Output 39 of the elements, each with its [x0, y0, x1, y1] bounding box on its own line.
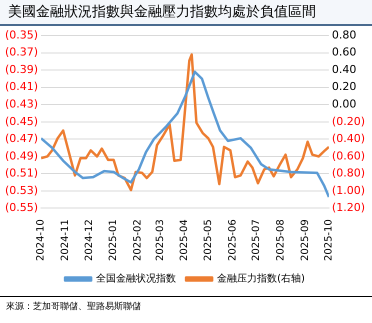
- x-tick-label: 2025-02: [132, 219, 144, 262]
- y-tick-label: (0.55): [4, 201, 38, 214]
- y2-tick-label: 0.00: [332, 98, 356, 111]
- y2-tick-label: 0.40: [332, 62, 356, 76]
- y2-tick-label: 0.60: [332, 46, 356, 59]
- y-tick-label: (0.39): [4, 62, 38, 76]
- y-tick-label: (0.43): [4, 98, 38, 111]
- y-tick-label: (0.53): [4, 184, 38, 197]
- y-tick-label: (0.37): [4, 46, 38, 59]
- y-tick-label: (0.47): [4, 132, 38, 146]
- x-tick-label: 2025-10: [324, 219, 335, 262]
- y2-tick-label: (1.00): [332, 184, 366, 197]
- text: 來源：芝加哥聯儲、聖路易斯聯儲: [0, 296, 372, 316]
- y2-tick-label: (0.80): [332, 166, 366, 180]
- x-tick-label: 2024-11: [60, 219, 72, 262]
- y2-tick-label: (0.40): [332, 132, 366, 146]
- y-tick-label: (0.45): [4, 114, 38, 128]
- legend-label: 金融压力指数(右轴): [217, 272, 305, 285]
- y-tick-label: (0.51): [4, 166, 38, 180]
- x-tick-label: 2024-10: [36, 219, 47, 262]
- y2-tick-label: 0.80: [332, 28, 356, 42]
- x-tick-label: 2025-06: [227, 219, 238, 262]
- legend-label: 全国金融状况指数: [96, 272, 176, 285]
- x-tick-label: 2024-12: [84, 219, 95, 262]
- x-tick-label: 2025-03: [154, 219, 166, 262]
- x-tick-label: 2025-05: [202, 219, 214, 262]
- y-tick-label: (0.41): [4, 80, 38, 94]
- y2-tick-label: 0.20: [332, 80, 356, 94]
- x-tick-label: 2025-01: [108, 219, 120, 262]
- y2-tick-label: (0.60): [332, 149, 366, 162]
- x-tick-label: 2025-07: [250, 219, 262, 262]
- x-tick-label: 2025-08: [275, 219, 286, 262]
- y-tick-label: (0.35): [4, 28, 38, 42]
- chart-title: 美國金融狀況指數與金融壓力指數均處於負值區間: [0, 0, 372, 26]
- y-tick-label: (0.49): [4, 149, 38, 162]
- x-tick-label: 2025-09: [300, 219, 311, 262]
- x-tick-label: 2025-04: [179, 219, 190, 262]
- y2-tick-label: (1.20): [332, 201, 366, 214]
- y2-tick-label: (0.20): [332, 114, 366, 128]
